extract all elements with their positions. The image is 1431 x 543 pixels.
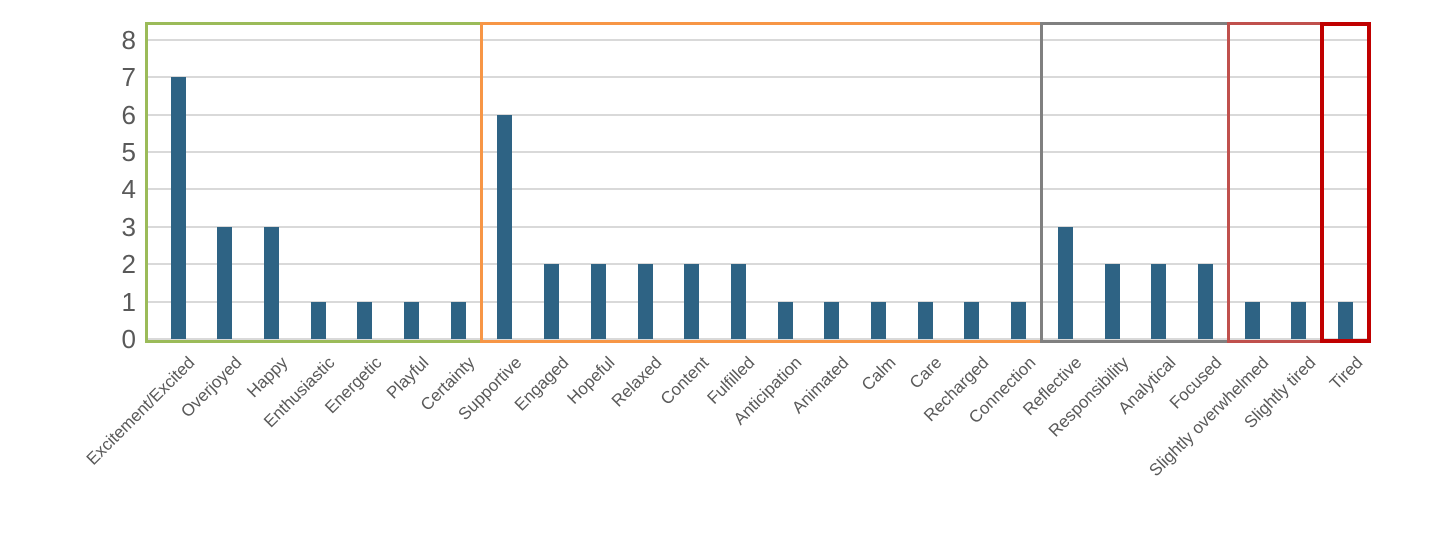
x-axis-label: Energetic [321, 353, 386, 418]
x-axis-label: Slightly tired [1240, 353, 1320, 432]
x-axis-label: Supportive [454, 353, 526, 424]
gridline [146, 188, 1369, 191]
bar [871, 301, 886, 339]
x-axis-label: Care [906, 353, 946, 393]
gridline [146, 76, 1369, 79]
bar [730, 264, 746, 339]
x-axis-label: Hopeful [563, 353, 619, 408]
bar [1338, 301, 1353, 339]
x-axis-label: Calm [857, 353, 899, 395]
y-axis-label: 8 [121, 24, 136, 55]
group-outline-red-group [1320, 22, 1371, 343]
gridline [146, 263, 1369, 266]
bar [357, 301, 373, 339]
bar [1151, 264, 1167, 339]
bar [777, 301, 793, 339]
bar [1291, 301, 1307, 339]
x-axis-label: Certainty [417, 353, 479, 415]
x-axis-label: Overjoyed [176, 353, 246, 422]
y-axis-label: 3 [121, 211, 136, 242]
bar [1197, 264, 1213, 339]
x-axis-label: Tired [1325, 353, 1366, 394]
x-axis-label: Happy [243, 353, 292, 402]
bar [310, 301, 326, 339]
bar [544, 264, 560, 339]
bar [1244, 301, 1260, 339]
bar [404, 301, 419, 339]
x-axis-label: Content [656, 353, 713, 409]
x-axis-label: Focused [1166, 353, 1226, 413]
x-axis-label: Enthusiastic [260, 353, 339, 432]
bar [1057, 226, 1073, 339]
group-outline-orange-group [480, 22, 1044, 343]
group-outline-gray-group [1040, 22, 1231, 343]
x-axis-label: Recharged [920, 353, 993, 426]
x-axis-label: Relaxed [607, 353, 666, 411]
bar [497, 114, 513, 339]
bar [1011, 301, 1027, 339]
y-axis-label: 7 [121, 62, 136, 93]
gridline [146, 225, 1369, 228]
bar [824, 301, 840, 339]
x-axis-label: Animated [788, 353, 853, 418]
group-outline-dark-red-group [1227, 22, 1324, 343]
group-outline-green-group [144, 22, 484, 343]
x-axis-label: Engaged [510, 353, 573, 415]
bar [1104, 264, 1120, 339]
x-axis-label: Responsibility [1044, 353, 1133, 441]
bar [590, 264, 606, 339]
bar [917, 301, 933, 339]
y-axis-label: 0 [121, 324, 136, 354]
x-axis-label: Slightly overwhelmed [1145, 353, 1273, 481]
bar [450, 301, 466, 339]
x-axis-label: Reflective [1019, 353, 1086, 420]
bar [637, 264, 653, 339]
bar [217, 226, 233, 339]
bar [170, 77, 186, 339]
x-axis-label: Analytical [1114, 353, 1180, 418]
x-axis-label: Excitement/Excited [82, 353, 199, 469]
gridline [146, 38, 1369, 41]
x-axis-label: Anticipation [729, 353, 806, 429]
gridline [146, 338, 1369, 340]
y-axis-label: 2 [121, 249, 136, 280]
gridline [146, 151, 1369, 153]
bar [964, 301, 980, 339]
y-axis-label: 1 [121, 286, 136, 317]
y-axis-label: 4 [121, 174, 136, 205]
x-axis-label: Playful [382, 353, 432, 403]
y-axis-label: 5 [121, 137, 136, 167]
y-axis-label: 6 [121, 99, 136, 130]
gridline [146, 300, 1369, 303]
bar [684, 264, 700, 339]
bar [263, 226, 279, 339]
x-axis-label: Fulfilled [703, 353, 759, 408]
x-axis-label: Connection [964, 353, 1040, 428]
gridline [146, 113, 1369, 116]
